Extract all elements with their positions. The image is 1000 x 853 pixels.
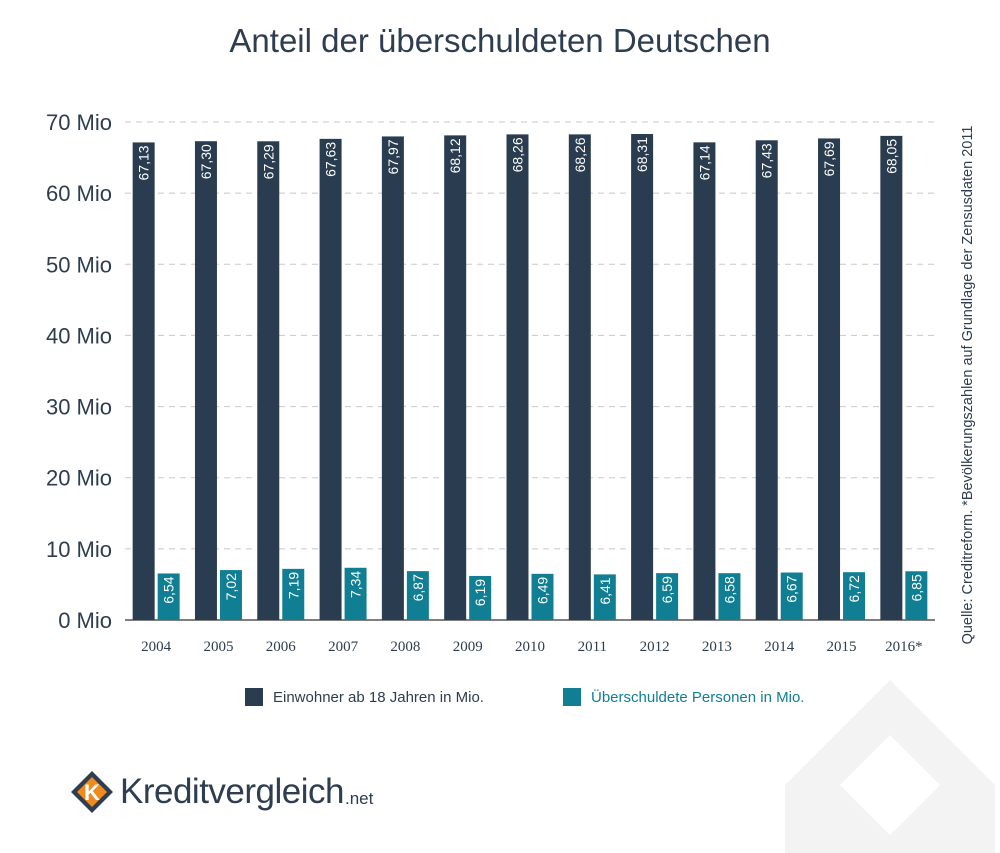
chart-title: Anteil der überschuldeten Deutschen xyxy=(229,22,771,59)
bar-einwohner xyxy=(381,136,404,620)
bar-chart: 0 Mio 10 Mio 20 Mio 30 Mio 40 Mio 50 Mio 60 Mi… xyxy=(46,110,935,655)
data-label-einwohner: 68,26 xyxy=(572,137,588,172)
y-tick-label: 40 Mio xyxy=(46,323,112,348)
bar-einwohner xyxy=(194,141,217,621)
bar-ueberschuldete xyxy=(531,573,554,620)
y-tick-label: 70 Mio xyxy=(46,110,112,135)
data-label-ueberschuldete: 6,87 xyxy=(410,574,426,601)
bar-einwohner xyxy=(818,138,841,620)
x-tick-label: 2004 xyxy=(141,639,172,655)
data-label-ueberschuldete: 6,58 xyxy=(721,576,737,603)
source-note: Quelle: Creditreform. *Bevölkerungszahle… xyxy=(960,125,976,645)
data-label-einwohner: 67,69 xyxy=(821,141,837,176)
bar-einwohner xyxy=(132,142,155,620)
x-tick-label: 2005 xyxy=(203,639,233,655)
y-tick-label: 20 Mio xyxy=(46,466,112,491)
data-label-ueberschuldete: 6,54 xyxy=(161,576,177,603)
bar-einwohner xyxy=(880,135,903,620)
data-label-ueberschuldete: 6,72 xyxy=(846,575,862,602)
x-tick-label: 2012 xyxy=(640,639,670,655)
y-tick-label: 30 Mio xyxy=(46,395,112,420)
legend-item-einwohner: Einwohner ab 18 Jahren in Mio. xyxy=(245,688,484,706)
x-tick-label: 2008 xyxy=(390,639,420,655)
logo-text: Kreditvergleich xyxy=(120,772,345,811)
legend-swatch-einwohner xyxy=(245,688,263,706)
data-label-einwohner: 67,13 xyxy=(136,145,152,180)
logo-suffix: .net xyxy=(345,789,374,808)
x-tick-label: 2015 xyxy=(827,639,857,655)
bar-einwohner xyxy=(631,134,654,621)
data-label-einwohner: 67,43 xyxy=(759,143,775,178)
bar-ueberschuldete xyxy=(593,574,616,620)
data-label-einwohner: 68,26 xyxy=(510,137,526,172)
data-label-ueberschuldete: 6,49 xyxy=(535,577,551,604)
legend-label-ueberschuldete: Überschuldete Personen in Mio. xyxy=(591,688,805,706)
y-tick-label: 50 Mio xyxy=(46,252,112,277)
x-tick-label: 2007 xyxy=(328,639,359,655)
data-label-ueberschuldete: 6,85 xyxy=(908,574,924,601)
data-label-ueberschuldete: 6,59 xyxy=(659,576,675,603)
x-tick-label: 2016* xyxy=(885,639,923,655)
bar-einwohner xyxy=(693,142,716,620)
data-label-ueberschuldete: 6,41 xyxy=(597,577,613,604)
bar-einwohner xyxy=(506,134,529,621)
bar-einwohner xyxy=(444,135,467,620)
legend: Einwohner ab 18 Jahren in Mio. Überschul… xyxy=(0,688,1000,712)
x-tick-label: 2010 xyxy=(515,639,545,655)
data-label-einwohner: 67,30 xyxy=(198,144,214,179)
kreditvergleich-k-logo-icon: K xyxy=(71,771,113,813)
bar-ueberschuldete xyxy=(157,573,180,620)
bar-ueberschuldete xyxy=(780,572,803,620)
watermark-logo xyxy=(785,680,995,853)
y-tick-label: 10 Mio xyxy=(46,537,112,562)
x-tick-label: 2009 xyxy=(453,639,483,655)
data-label-ueberschuldete: 7,34 xyxy=(348,571,364,598)
bar-ueberschuldete xyxy=(469,575,492,620)
bar-ueberschuldete xyxy=(843,572,866,620)
bar-ueberschuldete xyxy=(219,570,242,620)
data-label-einwohner: 67,29 xyxy=(260,144,276,179)
data-label-einwohner: 68,31 xyxy=(634,137,650,172)
data-label-ueberschuldete: 7,02 xyxy=(223,573,239,600)
bar-einwohner xyxy=(755,140,778,621)
x-tick-label: 2011 xyxy=(578,639,607,655)
svg-text:K: K xyxy=(84,780,100,805)
data-label-einwohner: 67,97 xyxy=(385,139,401,174)
brand-logo: K Kreditvergleich .net xyxy=(70,770,373,814)
bar-ueberschuldete xyxy=(656,573,679,620)
bar-ueberschuldete xyxy=(406,571,429,620)
data-label-ueberschuldete: 6,19 xyxy=(472,579,488,606)
bar-ueberschuldete xyxy=(718,573,741,620)
data-label-einwohner: 67,63 xyxy=(323,142,339,177)
data-label-einwohner: 68,12 xyxy=(447,138,463,173)
bar-einwohner xyxy=(319,138,342,621)
bar-einwohner xyxy=(568,134,591,621)
x-tick-label: 2006 xyxy=(266,639,297,655)
data-label-einwohner: 68,05 xyxy=(883,139,899,174)
data-label-ueberschuldete: 7,19 xyxy=(285,572,301,599)
data-label-ueberschuldete: 6,67 xyxy=(784,575,800,602)
legend-item-ueberschuldete: Überschuldete Personen in Mio. xyxy=(563,688,804,706)
bar-einwohner xyxy=(257,141,280,620)
data-label-einwohner: 67,14 xyxy=(696,145,712,180)
legend-swatch-ueberschuldete xyxy=(563,688,581,706)
legend-label-einwohner: Einwohner ab 18 Jahren in Mio. xyxy=(273,688,484,706)
y-tick-label: 0 Mio xyxy=(58,608,112,633)
x-tick-label: 2013 xyxy=(702,639,732,655)
bar-ueberschuldete xyxy=(905,571,928,620)
y-tick-label: 60 Mio xyxy=(46,181,112,206)
bar-ueberschuldete xyxy=(282,568,305,620)
x-tick-label: 2014 xyxy=(764,639,795,655)
bar-ueberschuldete xyxy=(344,567,367,620)
